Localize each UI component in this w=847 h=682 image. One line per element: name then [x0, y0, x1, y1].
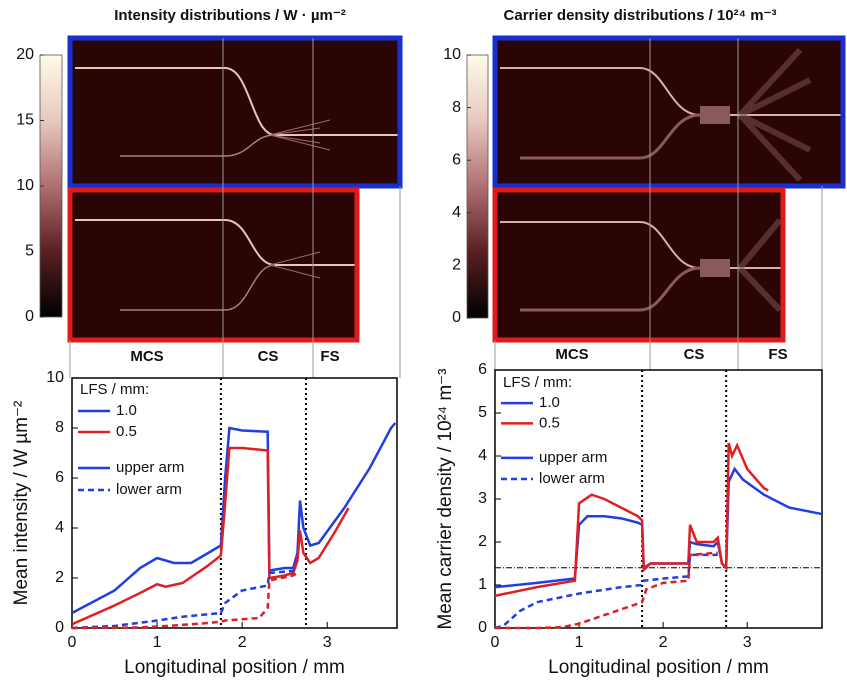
colorbar-tick-label: 0 [452, 309, 461, 326]
data-line [494, 442, 769, 597]
x-tick-label: 1 [153, 634, 162, 651]
data-line [71, 569, 298, 630]
y-tick-label: 6 [478, 361, 487, 378]
panel-title: Intensity distributions / W · µm⁻² [114, 7, 346, 24]
y-tick-label: 4 [478, 447, 487, 464]
data-line [71, 446, 350, 626]
data-line [71, 571, 299, 630]
colorbar-tick-label: 0 [25, 308, 34, 325]
colorbar-tick-label: 15 [16, 112, 34, 129]
x-tick-label: 0 [491, 634, 500, 651]
x-tick-label: 3 [743, 634, 752, 651]
x-axis-label: Longitudinal position / mm [124, 657, 345, 678]
section-label: MCS [555, 346, 588, 363]
panel-title: Carrier density distributions / 10²⁴ m⁻³ [504, 7, 777, 24]
y-tick-label: 0 [55, 619, 64, 636]
y-tick-label: 6 [55, 469, 64, 486]
y-tick-label: 4 [55, 519, 64, 536]
colorbar-tick-label: 8 [452, 99, 461, 116]
x-tick-label: 3 [323, 634, 332, 651]
y-tick-label: 10 [46, 369, 64, 386]
section-label: CS [684, 346, 705, 363]
colorbar-tick-label: 6 [452, 151, 461, 168]
data-line [495, 551, 718, 630]
y-tick-label: 3 [478, 490, 487, 507]
x-tick-label: 2 [659, 634, 668, 651]
x-tick-label: 0 [68, 634, 77, 651]
section-label: FS [320, 348, 339, 365]
x-axis-label: Longitudinal position / mm [548, 657, 769, 678]
y-tick-label: 2 [55, 569, 64, 586]
section-label: CS [258, 348, 279, 365]
heatmap-left [39, 35, 403, 378]
colorbar-tick-label: 20 [16, 46, 34, 63]
legend-label: 0.5 [116, 423, 137, 440]
legend-label: 0.5 [539, 414, 560, 431]
legend-label: upper arm [116, 459, 184, 476]
y-tick-label: 5 [478, 404, 487, 421]
section-label: FS [768, 346, 787, 363]
y-tick-label: 8 [55, 419, 64, 436]
y-axis-label: Mean intensity / W µm⁻² [11, 401, 32, 606]
x-tick-label: 2 [238, 634, 247, 651]
legend-label: upper arm [539, 449, 607, 466]
colorbar-tick-label: 5 [25, 243, 34, 260]
section-label: MCS [130, 348, 163, 365]
legend-label: 1.0 [539, 394, 560, 411]
colorbar-tick-label: 10 [443, 46, 461, 63]
y-tick-label: 2 [478, 533, 487, 550]
legend-label: 1.0 [116, 402, 137, 419]
y-tick-label: 0 [478, 619, 487, 636]
colorbar-tick-label: 2 [452, 257, 461, 274]
x-tick-label: 1 [575, 634, 584, 651]
plot-frame [71, 377, 398, 629]
legend-label: lower arm [539, 470, 605, 487]
y-tick-label: 1 [478, 576, 487, 593]
legend-title: LFS / mm: [503, 374, 572, 391]
legend-label: lower arm [116, 481, 182, 498]
colorbar-tick-label: 10 [16, 177, 34, 194]
colorbar-tick-label: 4 [452, 204, 461, 221]
heatmap-right [466, 35, 846, 370]
legend-title: LFS / mm: [80, 381, 149, 398]
y-axis-label: Mean carrier density / 10²⁴ m⁻³ [435, 368, 456, 629]
